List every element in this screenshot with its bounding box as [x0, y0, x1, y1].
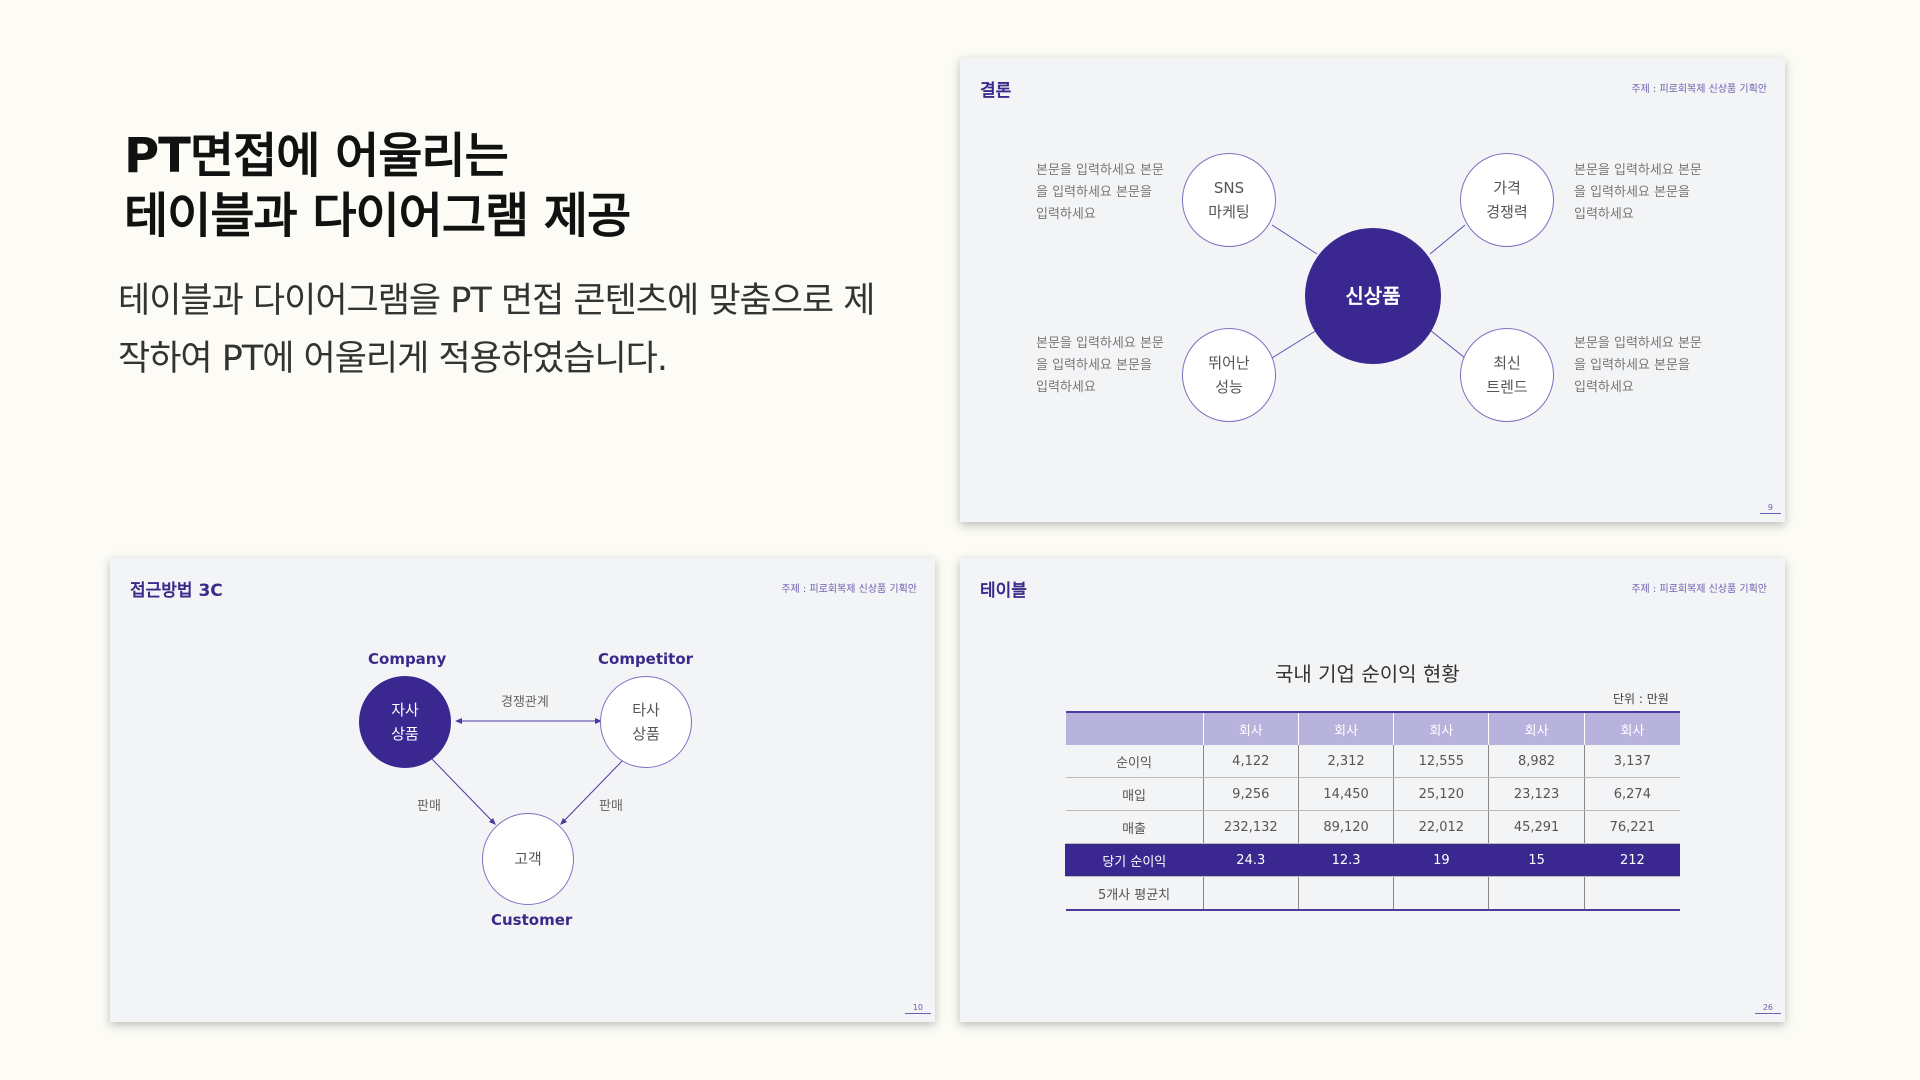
body-note: 본문을 입력하세요 본문을 입력하세요 본문을 입력하세요 — [1574, 163, 1702, 222]
table-header-cell — [1065, 711, 1204, 745]
table-cell: 232,132 — [1202, 810, 1299, 844]
table-row: 매입 9,256 14,450 25,120 23,123 6,274 — [1065, 777, 1680, 811]
table-cell: 89,120 — [1297, 810, 1394, 844]
table-cell: 24.3 — [1202, 843, 1299, 877]
node-line: 고객 — [514, 850, 542, 868]
table-cell: 15 — [1488, 843, 1585, 877]
edge-label-sell: 판매 — [417, 799, 441, 814]
slide-topic: 주제 : 피로회복제 신상품 기획안 — [1631, 584, 1767, 595]
row-label: 순이익 — [1065, 745, 1204, 778]
table-cell: 22,012 — [1393, 810, 1489, 844]
table-header-cell: 회사 — [1583, 711, 1680, 745]
page-number: 26 — [1754, 1003, 1781, 1014]
slide-conclusion[interactable]: 결론 주제 : 피로회복제 신상품 기획안 신상품 SNS 마케팅 가격 경쟁력… — [960, 58, 1785, 522]
slide-topic: 주제 : 피로회복제 신상품 기획안 — [1631, 84, 1767, 95]
node-line: 상품 — [391, 725, 419, 743]
node-line: 뛰어난 — [1208, 354, 1250, 372]
table-cell: 45,291 — [1488, 810, 1585, 844]
row-label: 당기 순이익 — [1065, 843, 1204, 877]
description-line-1: 테이블과 다이어그램을 PT 면접 콘텐츠에 맞춤으로 제 — [118, 281, 875, 321]
slide-title: 접근방법 3C — [130, 581, 223, 601]
node-line: 상품 — [632, 725, 660, 743]
headline: PT면접에 어울리는 테이블과 다이어그램 제공 — [124, 126, 631, 246]
connector-lines — [430, 718, 626, 825]
table-header-cell: 회사 — [1488, 711, 1585, 745]
center-node-label: 신상품 — [1345, 284, 1401, 308]
node-performance: 뛰어난 성능 — [1182, 328, 1276, 422]
node-sns-marketing: SNS 마케팅 — [1182, 153, 1276, 247]
node-line: 마케팅 — [1208, 203, 1250, 221]
node-line: SNS — [1213, 179, 1245, 197]
slide-topic: 주제 : 피로회복제 신상품 기획안 — [781, 584, 917, 595]
center-node: 신상품 — [1305, 228, 1441, 364]
slide-3c[interactable]: 접근방법 3C 주제 : 피로회복제 신상품 기획안 Company Compe… — [110, 558, 935, 1022]
table-cell: 19 — [1393, 843, 1489, 877]
table-cell — [1393, 876, 1489, 911]
node-line: 타사 — [632, 701, 660, 719]
table-row: 5개사 평균치 — [1065, 876, 1680, 911]
headline-line-2: 테이블과 다이어그램 제공 — [124, 188, 631, 244]
connector-lines — [1271, 224, 1466, 359]
headline-line-1: PT면접에 어울리는 — [124, 128, 509, 184]
page-number: 10 — [904, 1003, 931, 1014]
table-cell: 3,137 — [1583, 745, 1680, 778]
node-line: 가격 — [1493, 179, 1521, 197]
node-line: 자사 — [391, 701, 419, 719]
table-title: 국내 기업 순이익 현황 — [1275, 662, 1460, 686]
table-cell: 14,450 — [1297, 777, 1394, 811]
node-price: 가격 경쟁력 — [1460, 153, 1554, 247]
slide-title: 결론 — [980, 81, 1012, 101]
table-cell: 6,274 — [1583, 777, 1680, 811]
table-cell: 12,555 — [1393, 745, 1489, 778]
body-note: 본문을 입력하세요 본문을 입력하세요 본문을 입력하세요 — [1036, 163, 1164, 222]
page-number: 9 — [1759, 503, 1781, 514]
description: 테이블과 다이어그램을 PT 면접 콘텐츠에 맞춤으로 제 작하여 PT에 어울… — [118, 272, 918, 388]
row-label: 5개사 평균치 — [1065, 876, 1204, 911]
table-header-row: 회사 회사 회사 회사 회사 — [1065, 711, 1680, 745]
table-unit: 단위 : 만원 — [1613, 692, 1669, 706]
table-cell: 2,312 — [1297, 745, 1394, 778]
description-line-2: 작하여 PT에 어울리게 적용하였습니다. — [118, 339, 668, 379]
customer-node: 고객 — [482, 813, 574, 905]
table-row: 순이익 4,122 2,312 12,555 8,982 3,137 — [1065, 745, 1680, 778]
competitor-heading: Competitor — [598, 650, 694, 668]
row-label: 매입 — [1065, 777, 1204, 811]
table-cell: 8,982 — [1488, 745, 1585, 778]
table-cell: 23,123 — [1488, 777, 1585, 811]
table-row: 매출 232,132 89,120 22,012 45,291 76,221 — [1065, 810, 1680, 844]
row-label: 매출 — [1065, 810, 1204, 844]
edge-label-compete: 경쟁관계 — [501, 695, 549, 710]
table-cell: 9,256 — [1202, 777, 1299, 811]
competitor-node: 타사 상품 — [600, 676, 692, 768]
customer-heading: Customer — [491, 911, 573, 929]
slide-table[interactable]: 테이블 주제 : 피로회복제 신상품 기획안 국내 기업 순이익 현황 단위 :… — [960, 558, 1785, 1022]
table-cell: 4,122 — [1202, 745, 1299, 778]
body-note: 본문을 입력하세요 본문을 입력하세요 본문을 입력하세요 — [1574, 336, 1702, 395]
table-cell: 76,221 — [1583, 810, 1680, 844]
table-header-cell: 회사 — [1297, 711, 1394, 745]
table-cell: 212 — [1583, 843, 1680, 877]
profit-table: 회사 회사 회사 회사 회사 순이익 4,122 2,312 12,555 8,… — [1065, 711, 1680, 911]
table-header-cell: 회사 — [1393, 711, 1489, 745]
company-heading: Company — [368, 650, 447, 668]
table-row-highlight: 당기 순이익 24.3 12.3 19 15 212 — [1065, 843, 1680, 877]
node-line: 성능 — [1215, 378, 1243, 396]
table-cell: 12.3 — [1297, 843, 1394, 877]
node-line: 경쟁력 — [1486, 203, 1528, 221]
node-trend: 최신 트렌드 — [1460, 328, 1554, 422]
table-header-cell: 회사 — [1202, 711, 1299, 745]
node-line: 트렌드 — [1486, 378, 1528, 396]
table-cell — [1202, 876, 1299, 911]
table-cell — [1488, 876, 1585, 911]
table-cell — [1297, 876, 1394, 911]
table-cell: 25,120 — [1393, 777, 1489, 811]
table-cell — [1583, 876, 1680, 911]
company-node: 자사 상품 — [359, 676, 451, 768]
node-line: 최신 — [1493, 354, 1521, 372]
body-note: 본문을 입력하세요 본문을 입력하세요 본문을 입력하세요 — [1036, 336, 1164, 395]
slide-title: 테이블 — [980, 581, 1027, 601]
edge-label-sell: 판매 — [599, 799, 623, 814]
